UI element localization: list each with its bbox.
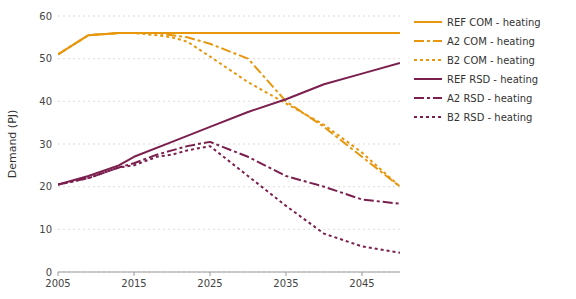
legend-label: A2 COM - heating <box>447 36 535 47</box>
x-tick <box>210 272 211 276</box>
chart: 0 10 20 30 40 50 60 2005 2015 2025 2035 2045 Demand … <box>0 0 576 299</box>
legend-swatch <box>414 116 442 118</box>
series-line <box>58 33 400 187</box>
legend-label: REF RSD - heating <box>447 74 538 85</box>
lines <box>58 33 400 253</box>
series-line <box>58 146 400 253</box>
y-tick-label: 30 <box>39 139 52 150</box>
y-tick-label: 40 <box>39 96 52 107</box>
legend-label: B2 COM - heating <box>447 55 535 66</box>
legend-swatch <box>414 78 442 80</box>
series-line <box>58 63 400 185</box>
series-line <box>58 142 400 204</box>
grid-line <box>58 272 400 273</box>
legend-label: REF COM - heating <box>447 17 541 28</box>
legend-swatch <box>414 21 442 23</box>
legend-swatch <box>414 97 442 99</box>
y-tick-label: 10 <box>39 224 52 235</box>
legend: REF COM - heating A2 COM - heating B2 COM … <box>414 17 541 123</box>
grid-line <box>58 186 400 187</box>
x-tick-label: 2005 <box>45 278 70 289</box>
x-axis-line <box>58 272 400 273</box>
legend-label: B2 RSD - heating <box>447 112 532 123</box>
y-tick-label: 20 <box>39 181 52 192</box>
x-tick-label: 2015 <box>121 278 146 289</box>
x-tick <box>286 272 287 276</box>
grid-line <box>58 58 400 59</box>
y-tick-label: 60 <box>39 11 52 22</box>
grid-line <box>58 16 400 17</box>
x-tick-label: 2045 <box>349 278 374 289</box>
grid-line <box>58 229 400 230</box>
x-tick <box>134 272 135 276</box>
y-tick-label: 0 <box>46 267 52 278</box>
x-tick-label: 2025 <box>197 278 222 289</box>
y-tick-label: 50 <box>39 53 52 64</box>
grid <box>58 16 400 272</box>
legend-label: A2 RSD - heating <box>447 93 532 104</box>
series-line <box>58 33 400 187</box>
axes: 0 10 20 30 40 50 60 2005 2015 2025 2035 2045 <box>39 11 400 290</box>
x-tick-label: 2035 <box>273 278 298 289</box>
legend-swatch <box>414 59 442 61</box>
legend-swatch <box>414 40 442 42</box>
grid-line <box>58 101 400 102</box>
x-tick <box>58 272 59 276</box>
x-tick <box>362 272 363 276</box>
y-axis-label: Demand (PJ) <box>6 110 19 179</box>
